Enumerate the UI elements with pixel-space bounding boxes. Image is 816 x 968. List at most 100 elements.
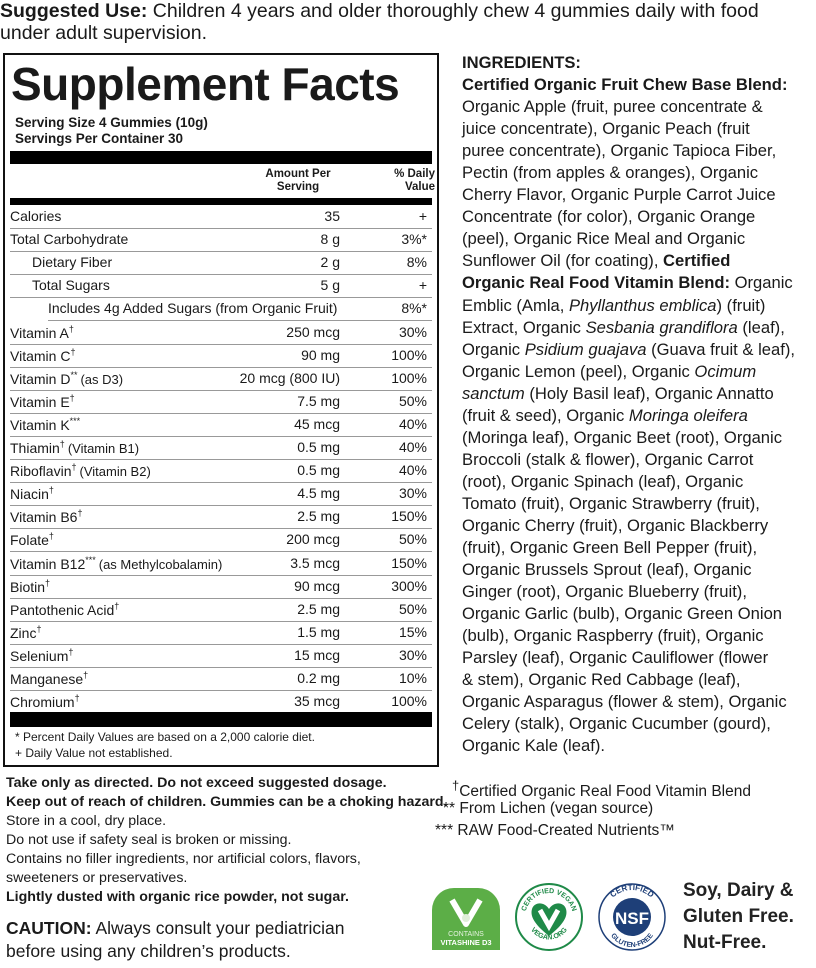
footnote-marker: † (70, 346, 76, 357)
suggested-use-label: Suggested Use: (0, 0, 148, 22)
ingredient-line: (peel), Organic Rice Meal and Organic (462, 228, 795, 250)
nutrient-amount: 35 (324, 208, 340, 224)
caution-line-1: CAUTION: Always consult your pediatricia… (6, 918, 344, 939)
ingredient-line: Celery (stalk), Organic Cucumber (gourd)… (462, 713, 795, 735)
footnote-marker: † (114, 600, 120, 611)
legend-triple: *** RAW Food-Created Nutrients™ (435, 822, 675, 840)
nutrient-row: Vitamin B12*** (as Methylcobalamin) 3.5 mc… (10, 552, 432, 576)
nutrient-amount: 200 mcg (286, 531, 340, 548)
nutrient-name: Vitamin E† (10, 393, 75, 410)
ingredient-line: puree concentrate), Organic Tapioca Fibe… (462, 140, 795, 162)
nsf-gluten-free-badge: CERTIFIED GLUTEN-FREE NSF (598, 883, 666, 951)
nutrient-label: Vitamin B6 (10, 509, 78, 526)
ingredient-text: & stem), Organic Red Cabbage (leaf), (462, 670, 741, 690)
nutrient-amount: 4.5 mg (297, 485, 340, 502)
double-asterisk: ** (443, 800, 456, 817)
vitashine-d3-badge: CONTAINS VITASHINE D3 (432, 888, 500, 950)
ingredient-line: Extract, Organic Sesbania grandiflora (l… (462, 317, 795, 339)
ingredient-line: (Moringa leaf), Organic Beet (root), Org… (462, 427, 795, 449)
footnote-marker: † (59, 439, 65, 449)
nutrient-name: Pantothenic Acid† (10, 601, 119, 618)
caution-text: Always consult your pediatrician (91, 918, 345, 938)
footnote-daily-values: * Percent Daily Values are based on a 2,… (15, 730, 315, 744)
nutrient-amount: 5 g (320, 277, 340, 294)
warning-line: Contains no filler ingredients, nor arti… (6, 851, 361, 867)
free-from-line-3: Nut-Free. (683, 932, 767, 953)
nutrient-name: Vitamin K*** (10, 416, 80, 433)
nutrient-name: Total Carbohydrate (10, 231, 128, 247)
nutrient-amount: 15 mcg (294, 646, 340, 663)
nutrient-note: (Vitamin B1) (67, 441, 140, 456)
footnote-marker: † (74, 693, 80, 704)
ingredient-line: INGREDIENTS: (462, 52, 795, 74)
nutrient-name: Thiamin† (Vitamin B1) (10, 439, 139, 456)
ingredient-text: Emblic (Amla, (462, 295, 569, 315)
ingredient-line: (bulb), Organic Raspberry (fruit), Organ… (462, 625, 795, 647)
nutrient-label: Niacin (10, 486, 49, 503)
nutrient-label: Vitamin B12 (10, 555, 86, 572)
warning-line: Lightly dusted with organic rice powder,… (6, 889, 349, 905)
nutrient-name: Vitamin D** (as D3) (10, 370, 123, 387)
supplement-facts-panel: Supplement Facts Serving Size 4 Gummies … (3, 53, 439, 767)
nutrient-name: Vitamin B12*** (as Methylcobalamin) (10, 555, 222, 572)
nutrient-daily-value: 150% (391, 554, 427, 571)
nutrient-row: Total Carbohydrate 8 g 3%* (10, 228, 432, 253)
nutrient-daily-value: 50% (398, 392, 427, 409)
servings-per-container: Servings Per Container 30 (15, 131, 184, 146)
nutrient-name: Chromium† (10, 693, 80, 710)
nutrient-row: Includes 4g Added Sugars (from Organic F… (48, 297, 432, 322)
warning-line: Keep out of reach of children. Gummies c… (6, 794, 448, 810)
legend-text: RAW Food-Created Nutrients™ (457, 822, 675, 839)
suggested-use: Suggested Use: Children 4 years and olde… (0, 0, 810, 44)
nutrient-name: Folate† (10, 531, 54, 548)
ingredient-line: Parsley (leaf), Organic Cauliflower (flo… (462, 647, 795, 669)
nutrient-amount: 7.5 mg (297, 392, 340, 409)
nutrient-label: Chromium (10, 694, 75, 711)
ingredient-line: & stem), Organic Red Cabbage (leaf), (462, 669, 795, 691)
nutrient-daily-value: 8% (406, 254, 427, 271)
nutrient-label: Zinc (10, 624, 37, 641)
ingredients-list: INGREDIENTS: Certified Organic Fruit Chew… (462, 52, 795, 758)
ingredient-text: Ginger (root), Organic Blueberry (fruit)… (462, 582, 747, 602)
nutrient-daily-value: 150% (391, 508, 427, 525)
nutrient-daily-value: 30% (398, 646, 427, 663)
ingredient-line: Sunflower Oil (for coating), Certified (462, 250, 795, 272)
nutrient-daily-value: 15% (398, 623, 427, 640)
ingredient-text: Certified Organic Fruit Chew Base Blend: (462, 75, 788, 95)
ingredient-text: Moringa oleifera (628, 405, 748, 425)
ingredient-text: Organic Apple (fruit, puree concentrate … (462, 97, 763, 117)
nutrient-label: Biotin (10, 578, 46, 595)
nutrient-name: Manganese† (10, 670, 88, 687)
suggested-use-text: Children 4 years and older thoroughly ch… (0, 0, 759, 44)
warning-line: Do not use if safety seal is broken or m… (6, 832, 292, 848)
nutrient-label: Calories (10, 208, 62, 224)
nutrient-name: Niacin† (10, 485, 54, 502)
nutrient-row: Vitamin B6† 2.5 mg 150% (10, 505, 432, 530)
ingredient-line: Organic Apple (fruit, puree concentrate … (462, 96, 795, 118)
nutrient-label: Vitamin D (10, 370, 71, 387)
triple-asterisk: *** (435, 822, 454, 839)
nutrient-daily-value: 50% (398, 600, 427, 617)
nutrient-amount: 8 g (320, 231, 340, 248)
ingredient-text: Tomato (fruit), Organic Strawberry (frui… (462, 493, 760, 513)
nutrient-amount: 2.5 mg (297, 508, 340, 525)
nutrient-row: Vitamin E† 7.5 mg 50% (10, 390, 432, 414)
ingredient-text: (Moringa leaf), Organic Beet (root), Org… (462, 427, 783, 447)
nutrient-daily-value: 30% (398, 323, 427, 340)
nutrient-amount: 2.5 mg (297, 600, 340, 617)
ingredient-text: puree concentrate), Organic Tapioca Fibe… (462, 141, 777, 161)
nutrient-note: (as Methylcobalamin) (98, 556, 223, 572)
legend-text: Certified Organic Real Food Vitamin Blen… (459, 783, 751, 801)
nutrient-name: Vitamin A† (10, 324, 74, 341)
ingredient-line: Ginger (root), Organic Blueberry (fruit)… (462, 581, 795, 603)
nsf-text: NSF (615, 909, 649, 928)
nutrient-row: Niacin† 4.5 mg 30% (10, 482, 432, 507)
nutrient-amount: 90 mcg (294, 577, 340, 594)
ingredient-text: Ocimum (694, 361, 757, 381)
ingredient-text: (Holy Basil leaf), Organic Annatto (524, 383, 774, 403)
ingredient-line: Tomato (fruit), Organic Strawberry (frui… (462, 493, 795, 515)
nutrient-label: Includes 4g Added Sugars (from Organic F… (48, 300, 338, 317)
ingredient-line: (fruit), Organic Green Bell Pepper (frui… (462, 537, 795, 559)
nutrient-daily-value: 100% (391, 693, 427, 710)
footnote-marker: † (83, 670, 89, 680)
